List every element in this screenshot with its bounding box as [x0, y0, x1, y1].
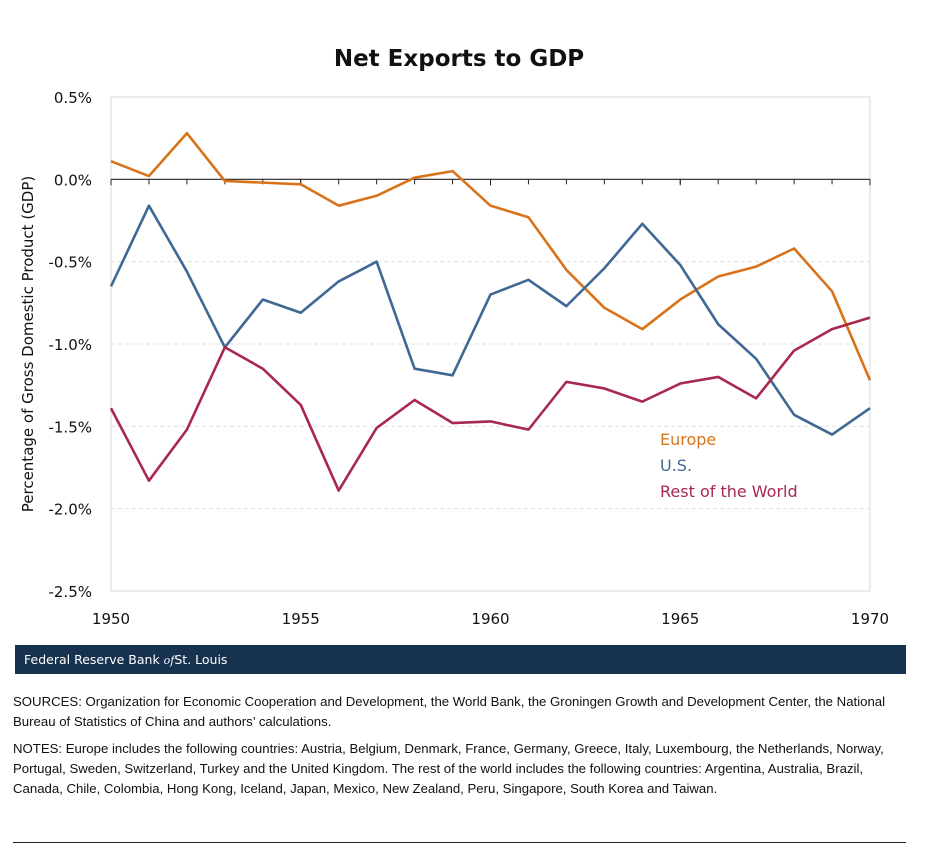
chart-title: Net Exports to GDP — [334, 46, 584, 72]
sources-text: SOURCES: Organization for Economic Coope… — [13, 694, 886, 729]
y-tick-label: -1.5% — [48, 418, 92, 436]
y-tick-label: 0.0% — [54, 171, 92, 189]
y-tick-label: -2.5% — [48, 583, 92, 601]
notes-text: NOTES: Europe includes the following cou… — [13, 741, 884, 796]
banner-text-end: St. Louis — [174, 652, 228, 667]
series-line-europe — [110, 131, 872, 381]
y-tick-label: -0.5% — [48, 254, 92, 272]
x-tick-label: 1965 — [661, 610, 699, 628]
x-tick-label: 1960 — [471, 610, 509, 628]
x-tick-label: 1955 — [282, 610, 320, 628]
legend-entry: Europe — [660, 430, 716, 449]
y-axis-label: Percentage of Gross Domestic Product (GD… — [19, 176, 37, 513]
series-line-u-s- — [109, 204, 871, 436]
legend-entry: U.S. — [660, 456, 692, 475]
line-chart: Net Exports to GDP Percentage of Gross D… — [19, 46, 889, 628]
footnotes: SOURCES: Organization for Economic Coope… — [13, 692, 913, 806]
x-tick-label: 1950 — [92, 610, 130, 628]
banner-of: of — [163, 654, 175, 667]
banner-text: Federal Reserve Bank — [24, 652, 164, 667]
divider — [13, 842, 906, 843]
fed-logo-banner: Federal Reserve Bank ofSt. Louis — [15, 645, 906, 674]
x-tick-label: 1970 — [851, 610, 889, 628]
y-tick-label: -1.0% — [48, 336, 92, 354]
legend-entry: Rest of the World — [660, 482, 798, 501]
y-tick-label: -2.0% — [48, 501, 92, 519]
y-tick-label: 0.5% — [54, 89, 92, 107]
